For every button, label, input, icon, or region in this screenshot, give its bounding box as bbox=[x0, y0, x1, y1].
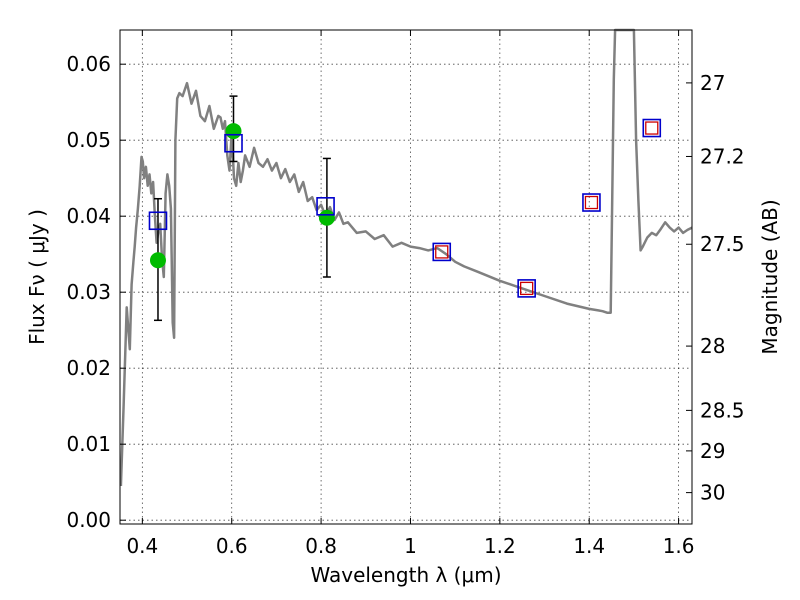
observed-point bbox=[225, 123, 242, 140]
y2-tick-label: 28 bbox=[700, 334, 725, 358]
predicted-band-square bbox=[435, 245, 449, 259]
y-axis: 0.00 0.01 0.02 0.03 0.04 0.05 0.06 bbox=[66, 52, 126, 532]
y-tick-label: 0.03 bbox=[66, 280, 111, 304]
x-tick-label: 1.4 bbox=[573, 534, 605, 558]
y2-tick-label: 27.5 bbox=[700, 232, 745, 256]
model-band-square bbox=[582, 193, 601, 212]
y-tick-label: 0.02 bbox=[66, 356, 111, 380]
x-axis-label: Wavelength λ (μm) bbox=[310, 563, 501, 587]
x-tick-label: 0.4 bbox=[126, 534, 158, 558]
model-band-square bbox=[642, 118, 662, 138]
model-spectrum-line bbox=[119, 28, 693, 487]
y-tick-label: 0.00 bbox=[66, 508, 111, 532]
observed-point bbox=[149, 252, 166, 269]
y2-tick-label: 29 bbox=[700, 439, 725, 463]
y-tick-label: 0.05 bbox=[66, 128, 111, 152]
model-band-square bbox=[517, 279, 536, 298]
x-tick-label: 1.6 bbox=[663, 534, 695, 558]
y-tick-label: 0.04 bbox=[66, 204, 111, 228]
y-axis-label: Flux Fν ( μJy ) bbox=[25, 209, 49, 345]
x-tick-label: 0.6 bbox=[216, 534, 248, 558]
x-tick-label: 0.8 bbox=[305, 534, 337, 558]
y2-axis-label: Magnitude (AB) bbox=[758, 199, 782, 354]
plot-area bbox=[119, 28, 693, 487]
predicted-band-square bbox=[520, 281, 534, 296]
model-band-square bbox=[148, 211, 168, 231]
y-tick-label: 0.01 bbox=[66, 432, 111, 456]
y2-tick-label: 30 bbox=[700, 481, 725, 505]
predicted-band-square bbox=[584, 195, 599, 210]
observed-point bbox=[318, 209, 335, 226]
y2-tick-label: 27.2 bbox=[700, 144, 745, 168]
model-band-square bbox=[432, 242, 452, 262]
plot-frame bbox=[119, 29, 693, 525]
model-band-square bbox=[316, 197, 335, 216]
y2-axis: 27 27.2 27.5 28 28.5 29 30 bbox=[686, 71, 745, 505]
y2-tick-label: 28.5 bbox=[700, 398, 745, 422]
predicted-band-square bbox=[645, 121, 659, 135]
x-tick-label: 1 bbox=[404, 534, 417, 558]
grid bbox=[120, 30, 692, 524]
x-tick-label: 1.2 bbox=[484, 534, 516, 558]
x-axis: 0.4 0.6 0.8 1 1.2 1.4 1.6 bbox=[126, 30, 695, 558]
y2-tick-label: 27 bbox=[700, 71, 725, 95]
y-tick-label: 0.06 bbox=[66, 52, 111, 76]
model-band-square bbox=[224, 133, 243, 153]
